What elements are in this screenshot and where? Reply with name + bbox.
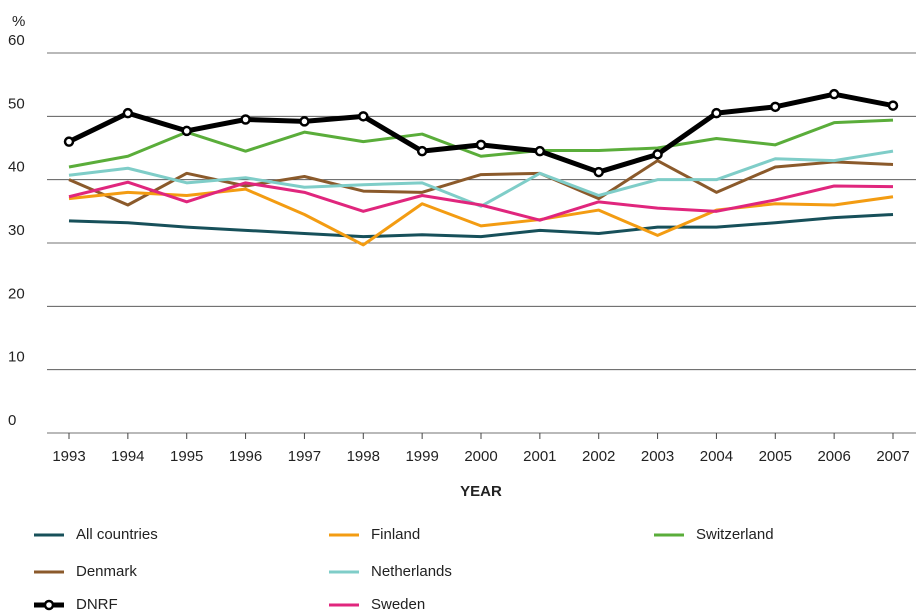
series-line: [68, 118, 894, 169]
point-marker: [240, 114, 251, 125]
legend-marker: [43, 599, 55, 611]
y-tick-label: 30: [8, 222, 25, 239]
x-tick-label: 1994: [111, 448, 144, 465]
point-marker: [475, 139, 487, 151]
x-tick-label: 2007: [876, 448, 909, 465]
series-line: [68, 187, 894, 247]
point-marker: [63, 136, 75, 147]
x-tick-label: 1999: [405, 448, 438, 465]
point-marker: [122, 107, 134, 119]
series-line: [68, 180, 894, 222]
point-marker: [299, 116, 310, 127]
point-marker: [358, 111, 369, 122]
y-tick-label: 50: [8, 95, 25, 112]
legend-label: DNRF: [76, 596, 118, 613]
y-tick-label: 20: [8, 285, 25, 302]
y-tick-label: 40: [8, 159, 25, 176]
y-tick-label: 60: [8, 32, 25, 49]
point-marker: [181, 125, 192, 137]
x-tick-label: 2004: [700, 448, 733, 465]
legend-label: Denmark: [76, 563, 137, 580]
x-tick-label: 2002: [582, 448, 615, 465]
x-tick-label: 1996: [229, 448, 262, 465]
x-tick-label: 2006: [817, 448, 850, 465]
point-marker: [828, 88, 840, 100]
legend-label: Finland: [371, 526, 420, 543]
series-line: [68, 159, 894, 207]
x-tick-label: 1998: [347, 448, 380, 465]
x-tick-label: 1993: [52, 448, 85, 465]
point-marker: [652, 149, 663, 160]
legend-label: All countries: [76, 526, 158, 543]
point-marker: [887, 100, 899, 111]
x-tick-label: 2003: [641, 448, 674, 465]
point-marker: [593, 166, 604, 178]
point-marker: [416, 145, 428, 157]
point-marker: [711, 107, 722, 119]
x-axis-label: YEAR: [460, 483, 502, 500]
x-tick-label: 2000: [464, 448, 497, 465]
y-tick-label: 0: [8, 412, 16, 429]
legend-label: Switzerland: [696, 526, 774, 543]
legend-label: Sweden: [371, 596, 425, 613]
legend-label: Netherlands: [371, 563, 452, 580]
y-axis-label: %: [12, 13, 25, 30]
series-line: [68, 149, 894, 208]
point-marker: [534, 145, 546, 157]
x-tick-label: 2005: [759, 448, 792, 465]
x-tick-label: 1997: [288, 448, 321, 465]
x-tick-label: 1995: [170, 448, 203, 465]
point-marker: [770, 101, 781, 113]
y-tick-label: 10: [8, 349, 25, 366]
x-tick-label: 2001: [523, 448, 556, 465]
series-line: [68, 213, 894, 239]
